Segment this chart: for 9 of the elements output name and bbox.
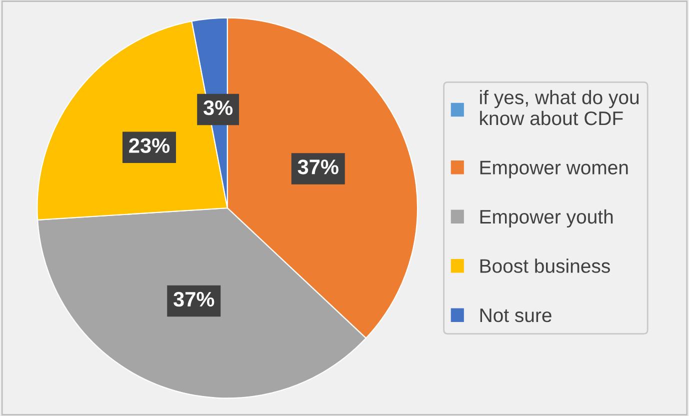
data-label: 37% bbox=[174, 292, 214, 307]
data-label: 3% bbox=[203, 100, 233, 116]
data-label: 23% bbox=[129, 138, 170, 154]
data-label: 37% bbox=[298, 160, 338, 174]
legend-label: Not sure bbox=[480, 308, 552, 322]
legend-label: Empower youth bbox=[480, 209, 613, 228]
legend-label: if yes, what do you know about CDF bbox=[480, 90, 639, 126]
legend-label: Empower women bbox=[480, 160, 628, 178]
legend-label: Boost business bbox=[480, 258, 610, 273]
